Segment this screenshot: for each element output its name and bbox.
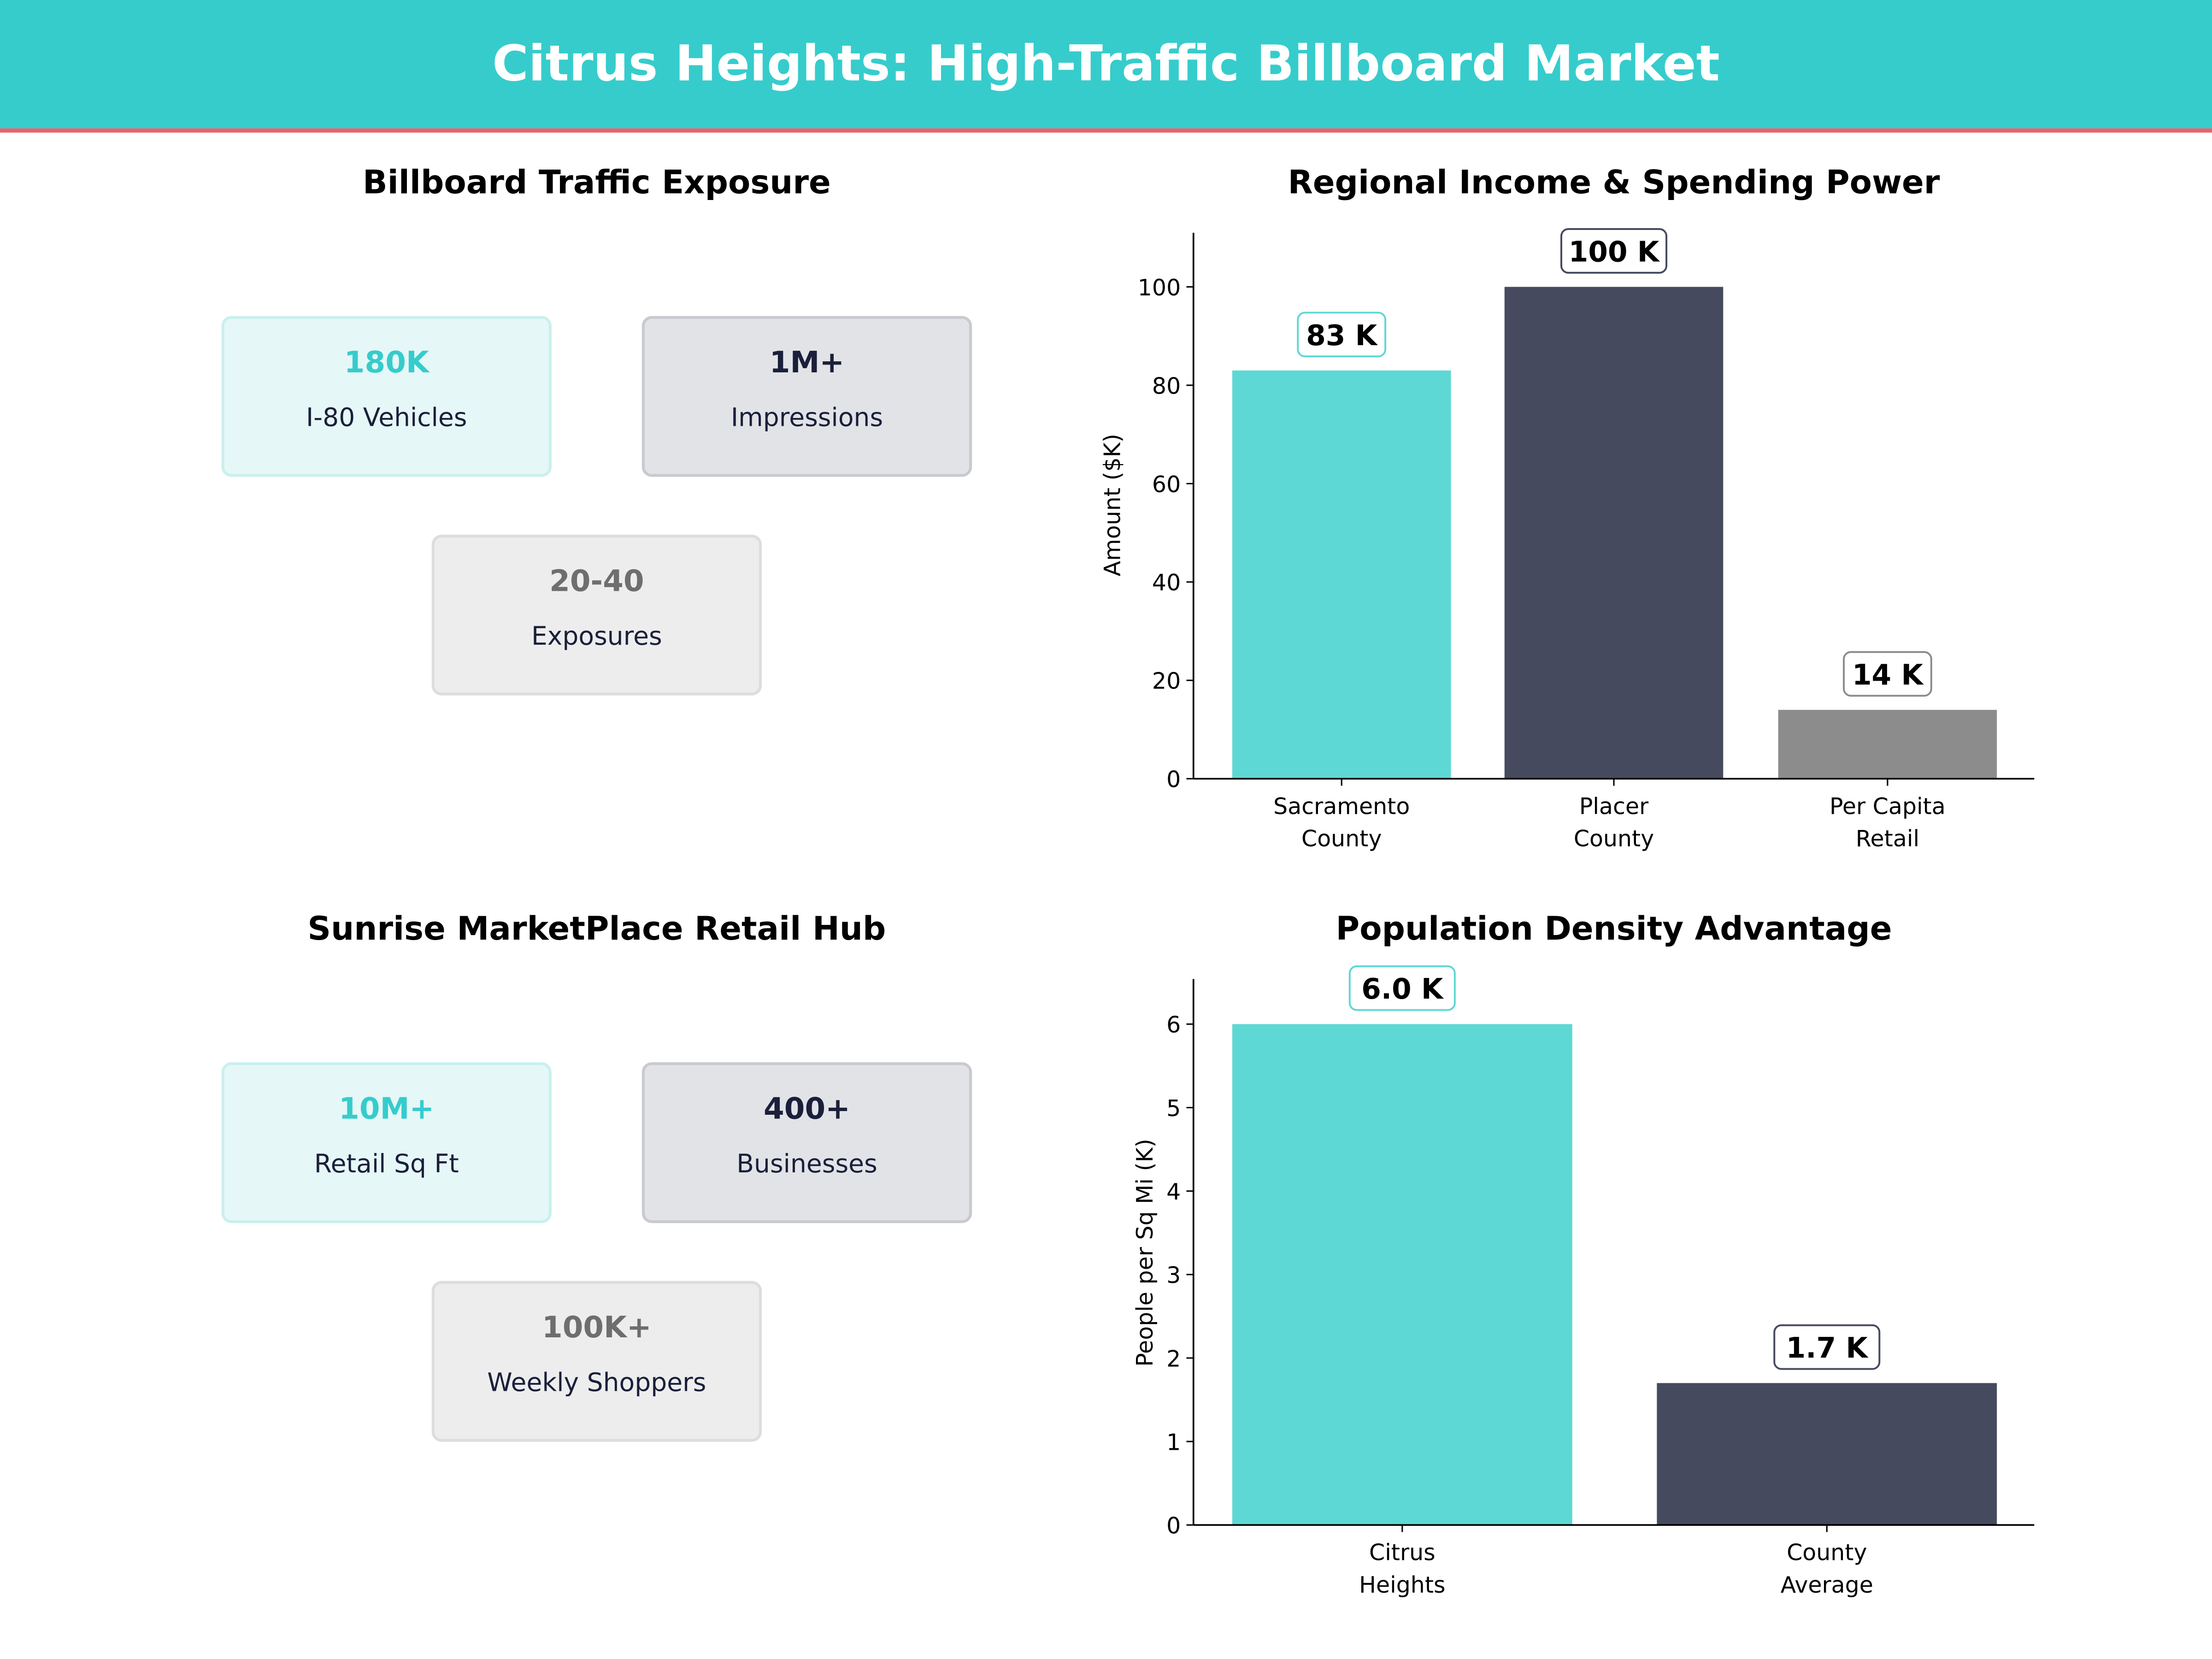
panel-retail-hub: Sunrise MarketPlace Retail Hub 10M+ Retai…	[221, 910, 972, 1442]
panel-billboard-traffic: Billboard Traffic Exposure 180K I-80 Vehi…	[221, 163, 972, 696]
data-label: 1.7 K	[1786, 1332, 1869, 1365]
stat-card: 100K+ Weekly Shoppers	[431, 1281, 762, 1442]
y-tick-label: 20	[1152, 668, 1181, 694]
density-chart: Population Density Advantage People per …	[1132, 910, 2035, 1598]
y-tick-label: 80	[1152, 373, 1181, 399]
stat-value: 1M+	[770, 345, 845, 380]
y-tick-label: 5	[1166, 1095, 1181, 1122]
y-tick-label: 6	[1166, 1012, 1181, 1038]
stat-value: 20-40	[549, 564, 644, 599]
stat-label: Exposures	[531, 621, 662, 651]
data-label-box	[1773, 1324, 1881, 1370]
stat-label: Impressions	[731, 402, 883, 432]
data-label-box	[1348, 965, 1456, 1011]
data-label: 100 K	[1569, 235, 1660, 268]
stat-label: Businesses	[736, 1149, 877, 1178]
y-tick-label: 0	[1166, 766, 1181, 793]
stat-label: I-80 Vehicles	[306, 402, 467, 432]
stat-card: 400+ Businesses	[641, 1062, 972, 1224]
stat-card: 20-40 Exposures	[431, 535, 762, 696]
page-title: Citrus Heights: High-Traffic Billboard M…	[492, 35, 1720, 92]
bar	[1778, 710, 1997, 779]
stat-card-box	[221, 316, 552, 477]
stat-card: 1M+ Impressions	[641, 316, 972, 477]
y-tick-label: 60	[1152, 471, 1181, 498]
y-axis-label: People per Sq Mi (K)	[1132, 1139, 1158, 1367]
y-tick-label: 3	[1166, 1262, 1181, 1288]
stat-card-box	[641, 316, 972, 477]
x-tick-label: Citrus Heights	[1359, 1540, 1445, 1598]
chart-title: Regional Income & Spending Power	[1288, 163, 1940, 201]
stat-value: 180K	[344, 345, 430, 380]
data-label-box	[1297, 312, 1387, 358]
data-label-box	[1843, 651, 1932, 697]
y-tick-label: 40	[1152, 570, 1181, 596]
bar	[1504, 287, 1724, 779]
y-tick-label: 0	[1166, 1513, 1181, 1539]
stat-card-box	[221, 1062, 552, 1224]
stat-value: 100K+	[542, 1310, 652, 1345]
x-tick-label: Sacramento County	[1273, 793, 1410, 852]
stat-card-box	[431, 535, 762, 696]
stat-label: Retail Sq Ft	[314, 1149, 459, 1178]
stat-card: 10M+ Retail Sq Ft	[221, 1062, 552, 1224]
stat-card-box	[431, 1281, 762, 1442]
panel-title: Billboard Traffic Exposure	[363, 163, 831, 201]
stat-label: Weekly Shoppers	[487, 1367, 706, 1397]
data-label: 6.0 K	[1361, 973, 1444, 1006]
stat-card: 180K I-80 Vehicles	[221, 316, 552, 477]
stat-card-box	[641, 1062, 972, 1224]
chart-title: Population Density Advantage	[1336, 910, 1892, 947]
y-tick-label: 1	[1166, 1429, 1181, 1455]
income-chart: Regional Income & Spending Power Amount …	[1100, 163, 2035, 852]
x-tick-label: Placer County	[1574, 793, 1654, 852]
data-label-box	[1560, 228, 1668, 274]
panel-title: Sunrise MarketPlace Retail Hub	[307, 910, 886, 947]
data-label: 83 K	[1306, 319, 1378, 352]
header-bar	[0, 0, 2212, 129]
data-label: 14 K	[1852, 659, 1924, 691]
stat-value: 400+	[764, 1092, 850, 1126]
y-tick-label: 2	[1166, 1346, 1181, 1372]
y-axis-label: Amount ($K)	[1100, 434, 1126, 576]
x-tick-label: Per Capita Retail	[1830, 793, 1946, 852]
y-tick-label: 100	[1138, 275, 1181, 301]
bar	[1657, 1383, 1997, 1525]
stat-value: 10M+	[339, 1092, 434, 1126]
x-tick-label: County Average	[1781, 1540, 1873, 1598]
header-accent-line	[0, 128, 2212, 133]
y-tick-label: 4	[1166, 1179, 1181, 1205]
bar	[1232, 1024, 1572, 1525]
bar	[1232, 370, 1451, 779]
